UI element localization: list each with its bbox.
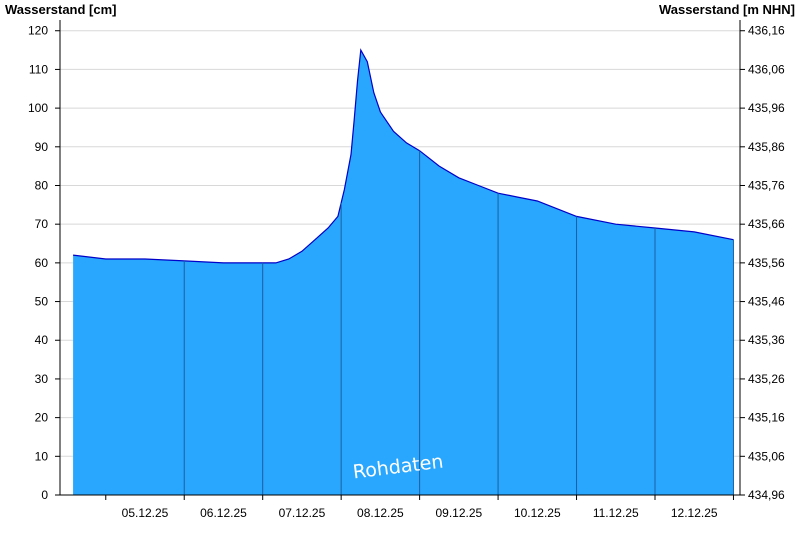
- day-separators: [183, 150, 734, 495]
- y-right-tick-label: 435,16: [748, 411, 785, 425]
- x-tick-label: 06.12.25: [200, 506, 247, 520]
- y-left-tick-label: 100: [28, 101, 48, 115]
- y-left-tick-label: 120: [28, 24, 48, 38]
- y-right-tick-label: 435,36: [748, 333, 785, 347]
- y-left-tick-label: 20: [35, 411, 49, 425]
- y-left-tick-label: 0: [41, 488, 48, 502]
- y-right-tick-label: 435,76: [748, 178, 785, 192]
- y-right-tick-label: 435,26: [748, 372, 785, 386]
- y-right-tick-label: 435,46: [748, 295, 785, 309]
- x-ticks: 05.12.25 06.12.25 07.12.25 08.12.25 09.12.25…: [105, 495, 734, 520]
- y-right-tick-label: 435,56: [748, 256, 785, 270]
- x-tick-label: 08.12.25: [357, 506, 404, 520]
- y-left-ticks: 0 10 20 30 40 50 60 70 80 90 100 110 120: [28, 24, 60, 502]
- axes: [59, 20, 741, 496]
- y-left-tick-label: 80: [35, 178, 49, 192]
- y-left-tick-label: 110: [29, 62, 48, 76]
- y-right-tick-label: 436,06: [748, 62, 785, 76]
- y-left-tick-label: 50: [35, 295, 49, 309]
- y-right-tick-label: 435,96: [748, 101, 785, 115]
- y-left-tick-label: 60: [35, 256, 49, 270]
- y-right-tick-label: 435,06: [748, 449, 785, 463]
- y-right-axis-title: Wasserstand [m NHN]: [659, 2, 795, 17]
- x-tick-label: 10.12.25: [514, 506, 561, 520]
- y-right-tick-label: 434,96: [748, 488, 785, 502]
- y-right-ticks: 434,96 435,06 435,16 435,26 435,36 435,46 435,…: [740, 24, 785, 502]
- water-level-line: [73, 48, 734, 264]
- y-right-tick-label: 435,66: [748, 217, 785, 231]
- x-tick-label: 07.12.25: [279, 506, 326, 520]
- y-right-tick-label: 435,86: [748, 140, 785, 154]
- x-tick-label: 09.12.25: [435, 506, 482, 520]
- y-left-axis-title: Wasserstand [cm]: [5, 2, 117, 17]
- x-tick-label: 12.12.25: [671, 506, 718, 520]
- y-right-tick-label: 436,16: [748, 24, 785, 38]
- y-left-tick-label: 10: [35, 449, 49, 463]
- x-tick-label: 05.12.25: [122, 506, 169, 520]
- y-left-tick-label: 30: [35, 372, 49, 386]
- y-left-tick-label: 90: [35, 140, 49, 154]
- y-left-tick-label: 40: [35, 333, 49, 347]
- x-tick-label: 11.12.25: [593, 506, 639, 520]
- water-level-area: [73, 50, 734, 495]
- y-left-tick-label: 70: [35, 217, 49, 231]
- plot-area: [73, 48, 734, 495]
